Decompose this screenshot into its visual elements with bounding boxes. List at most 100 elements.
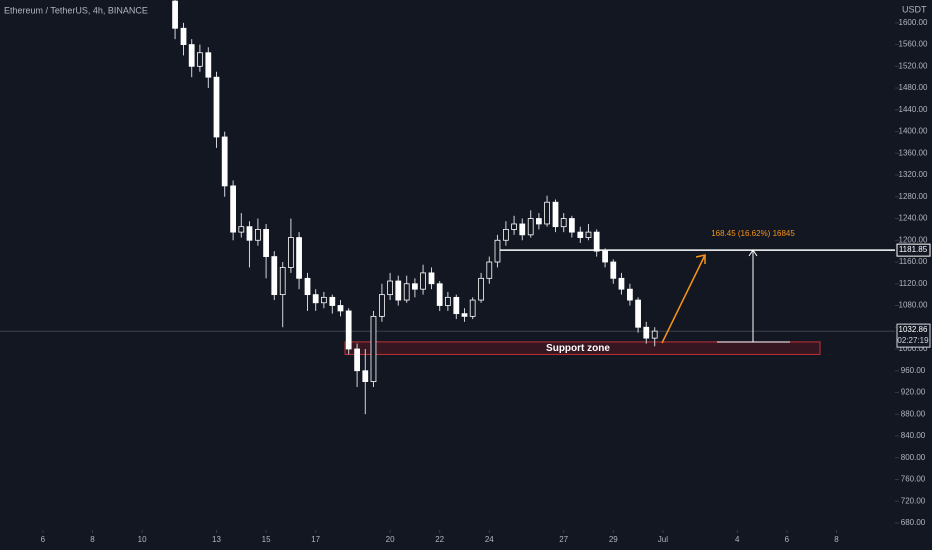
candle-body — [552, 201, 559, 228]
y-tick-label: 760.00 — [901, 475, 926, 484]
candle-body — [255, 228, 261, 241]
candle-body — [436, 283, 443, 306]
x-tick-label: Jul — [658, 535, 668, 544]
candle-body — [221, 136, 228, 187]
x-tick-label: 15 — [262, 535, 271, 544]
candle-body — [428, 272, 435, 285]
y-tick-label: 1000.00 — [899, 344, 928, 353]
candle-body — [362, 370, 369, 383]
projection-arrow-head — [695, 254, 706, 264]
y-tick-label: 840.00 — [901, 431, 926, 440]
x-tick-label: 17 — [311, 535, 320, 544]
x-tick-label: 6 — [41, 535, 46, 544]
candle-body — [577, 231, 584, 238]
y-tick-label: 1440.00 — [899, 105, 928, 114]
last-price-label: 1032.86 — [899, 325, 928, 334]
candle-body — [536, 218, 542, 225]
drawings: 168.45 (16.62%) 16845 — [661, 229, 795, 344]
candle-body — [246, 226, 253, 241]
candle-body — [271, 256, 278, 296]
measure-label: 168.45 (16.62%) 16845 — [711, 229, 795, 238]
candle-body — [478, 277, 484, 301]
y-tick-label: 920.00 — [901, 388, 926, 397]
candle-body — [172, 0, 178, 29]
candle-body — [643, 326, 650, 339]
candle-body — [320, 296, 327, 304]
x-tick-label: 6 — [785, 535, 790, 544]
y-tick-label: 1560.00 — [899, 40, 928, 49]
candle-body — [602, 250, 608, 263]
y-axis-label: USDT — [902, 4, 927, 14]
candle-body — [279, 267, 286, 296]
y-tick-label: 680.00 — [901, 518, 926, 527]
candle-body — [444, 296, 451, 306]
chart-title: Ethereum / TetherUS, 4h, BINANCE — [4, 5, 148, 15]
candle-body — [354, 348, 360, 372]
candle-body — [263, 228, 269, 257]
candle-body — [238, 226, 245, 233]
x-tick-label: 20 — [386, 535, 395, 544]
y-tick-label: 880.00 — [901, 409, 926, 418]
x-tick-label: 24 — [485, 535, 494, 544]
last-price-box — [896, 323, 931, 348]
y-tick-label: 960.00 — [901, 366, 926, 375]
candle-body — [230, 185, 236, 233]
y-tick-label: 1480.00 — [899, 83, 928, 92]
candle-body — [519, 223, 526, 236]
candle-body — [610, 261, 617, 279]
x-tick-label: 10 — [138, 535, 147, 544]
candle-body — [345, 310, 352, 350]
candle-body — [387, 280, 393, 296]
x-tick-label: 22 — [435, 535, 444, 544]
candle-body — [329, 296, 336, 306]
y-tick-label: 800.00 — [901, 453, 926, 462]
candle-body — [635, 299, 641, 328]
candle-body — [205, 52, 212, 78]
candle-body — [503, 228, 509, 241]
candle-body — [618, 277, 625, 290]
candle-body — [461, 313, 468, 317]
measure-arrow-head — [748, 249, 758, 257]
y-tick-label: 1240.00 — [899, 214, 928, 223]
candle-body — [403, 283, 410, 301]
resistance-label: 1181.85 — [899, 245, 928, 254]
candle-body — [288, 237, 294, 268]
candle-body — [213, 76, 220, 138]
resistance-label-box — [896, 243, 931, 257]
y-tick-label: 1200.00 — [899, 235, 928, 244]
y-tick-label: 1280.00 — [899, 192, 928, 201]
x-tick-label: 27 — [559, 535, 568, 544]
candle-body — [180, 27, 187, 45]
candle-body — [197, 52, 203, 67]
candle-body — [585, 231, 592, 238]
support-zone-label: Support zone — [546, 343, 610, 354]
x-tick-label: 29 — [609, 535, 618, 544]
candle-body — [511, 223, 517, 230]
x-tick-label: 8 — [834, 535, 839, 544]
x-tick-label: 4 — [735, 535, 740, 544]
candle-body — [312, 294, 319, 304]
x-tick-label: 13 — [212, 535, 221, 544]
projection-arrow — [661, 254, 706, 344]
candle-body — [627, 288, 633, 301]
candle-body — [296, 237, 302, 279]
candle-body — [494, 239, 501, 263]
candle-body — [304, 277, 311, 296]
candle-body — [544, 201, 550, 225]
support-zone — [344, 341, 821, 355]
y-tick-label: 720.00 — [901, 496, 926, 505]
candle-body — [420, 272, 426, 290]
candle-body — [469, 299, 476, 317]
candle-body — [593, 231, 600, 252]
y-tick-label: 1400.00 — [899, 127, 928, 136]
y-tick-label: 1600.00 — [899, 18, 928, 27]
y-tick-label: 1120.00 — [899, 279, 928, 288]
candle-body — [395, 280, 402, 301]
candle-body — [651, 330, 658, 339]
y-tick-label: 1080.00 — [899, 301, 928, 310]
candle-body — [379, 294, 385, 317]
y-tick-label: 1520.00 — [899, 61, 928, 70]
candle-body — [527, 218, 534, 236]
